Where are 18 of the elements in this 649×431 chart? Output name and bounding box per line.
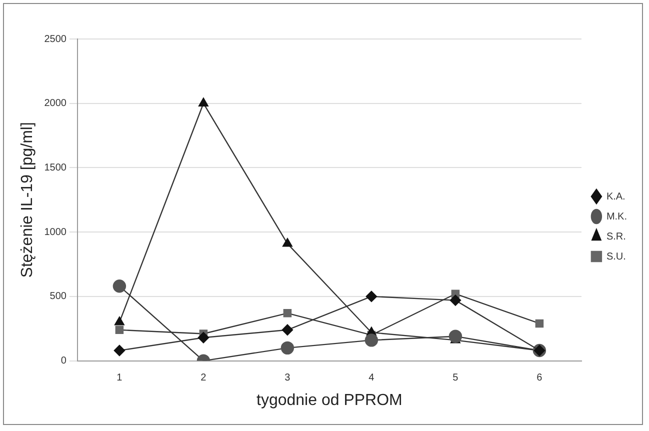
y-tick-label: 0 [60,356,67,367]
legend-label: M.K. [606,211,628,222]
x-tick-label: 2 [200,372,207,384]
x-axis-title: tygodnie od PPROM [256,392,402,409]
x-tick-label: 3 [284,372,291,384]
x-tick-label: 6 [536,372,543,384]
y-tick-label: 500 [50,291,67,302]
y-tick-label: 2000 [44,98,67,110]
y-tick-label: 1500 [44,162,67,174]
y-axis-title: Stężenie IL-19 [pg/ml] [19,122,36,278]
legend-label: S.R. [606,231,626,242]
x-tick-label: 5 [452,372,459,384]
x-tick-label: 4 [368,372,375,384]
x-tick-label: 1 [116,372,123,384]
y-tick-label: 1000 [44,226,67,238]
legend-label: S.U. [606,251,626,262]
y-tick-label: 2500 [44,34,67,45]
legend-label: K.A. [606,191,626,202]
